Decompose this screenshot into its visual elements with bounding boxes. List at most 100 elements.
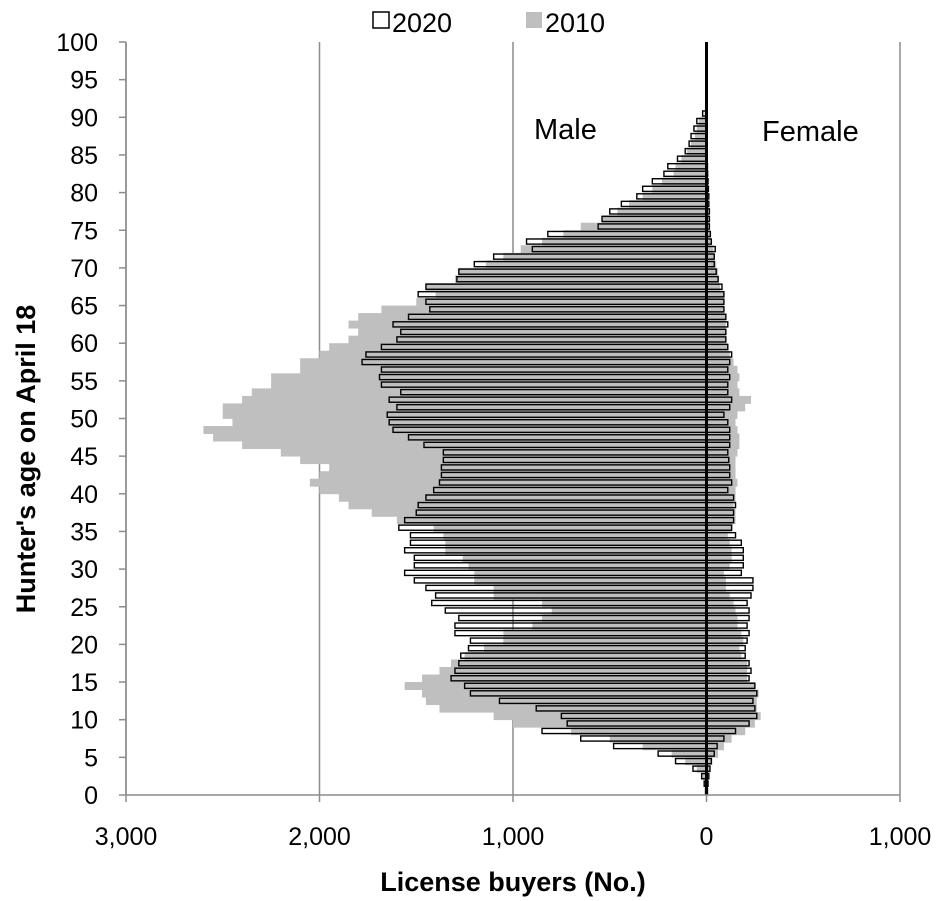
bar-2010-female-age-70 (706, 260, 717, 269)
bar-2010-male-age-45 (280, 448, 707, 457)
bar-2010-female-age-7 (706, 734, 732, 743)
bar-2010-male-age-36 (396, 516, 707, 525)
bar-2010-female-age-25 (706, 599, 734, 608)
bar-2010-female-age-49 (706, 418, 736, 427)
bar-2010-male-age-3 (696, 764, 707, 773)
series-2010-bars (203, 109, 761, 796)
bar-2010-male-age-19 (483, 644, 707, 653)
bar-2010-female-age-27 (706, 584, 726, 593)
bar-2010-female-age-36 (706, 516, 736, 525)
bar-2010-female-age-18 (706, 651, 742, 660)
bar-2010-male-age-40 (319, 486, 707, 495)
bar-2010-male-age-10 (493, 712, 707, 721)
bar-2010-female-age-4 (706, 757, 713, 766)
bar-2010-male-age-31 (462, 554, 707, 562)
bar-2010-female-age-31 (706, 554, 732, 562)
x-tick-label-0: 3,000 (95, 823, 158, 851)
bar-2010-female-age-24 (706, 606, 736, 615)
bar-2010-female-age-37 (706, 508, 736, 517)
bar-2010-female-age-45 (706, 448, 738, 457)
bar-2010-female-age-9 (706, 719, 755, 728)
bar-2010-male-age-78 (629, 200, 707, 209)
y-tick-label-1: 5 (84, 744, 98, 772)
bar-2010-female-age-66 (706, 290, 724, 299)
bar-2010-male-age-48 (203, 426, 707, 434)
bar-2010-male-age-55 (271, 373, 707, 382)
y-tick-label-15: 75 (70, 217, 98, 245)
bar-2010-female-age-5 (706, 749, 719, 758)
bar-2010-female-age-56 (706, 365, 738, 374)
bar-2010-male-age-63 (358, 313, 707, 322)
bar-2010-female-age-28 (706, 576, 726, 585)
bar-2010-male-age-85 (687, 147, 707, 156)
bar-2010-female-age-64 (706, 305, 724, 314)
bar-2010-female-age-6 (706, 742, 724, 751)
bar-2010-male-age-50 (222, 410, 707, 419)
bar-2010-female-age-51 (706, 403, 746, 412)
legend: 2020 2010 (372, 8, 605, 38)
bar-2010-male-age-32 (445, 546, 707, 555)
bar-2010-male-age-67 (425, 282, 707, 291)
bar-2010-male-age-18 (464, 651, 707, 660)
bar-2010-female-age-38 (706, 501, 734, 510)
bar-2010-male-age-15 (422, 674, 707, 683)
bar-2010-male-age-49 (232, 418, 707, 427)
bar-2010-female-age-14 (706, 682, 755, 690)
bar-2010-female-age-72 (706, 245, 714, 254)
bar-2010-male-age-66 (435, 290, 707, 299)
x-axis-title: License buyers (No.) (380, 867, 646, 897)
series-2020-bars (361, 110, 758, 795)
bar-2010-male-age-33 (445, 538, 707, 547)
bar-2010-male-age-65 (416, 298, 707, 306)
bar-2010-male-age-83 (675, 162, 707, 171)
bar-2010-female-age-48 (706, 426, 738, 434)
bar-2010-female-age-46 (706, 441, 740, 450)
bar-2010-male-age-59 (329, 343, 707, 352)
bar-2010-male-age-8 (571, 727, 707, 736)
bar-2010-female-age-29 (706, 569, 724, 578)
bar-2010-female-age-53 (706, 388, 740, 397)
bar-2010-male-age-44 (300, 456, 707, 465)
y-tick-label-18: 90 (70, 104, 98, 132)
bar-2010-male-age-82 (673, 170, 707, 178)
bar-2010-male-age-41 (309, 478, 707, 487)
bar-2010-female-age-33 (706, 538, 730, 547)
y-tick-label-13: 65 (70, 293, 98, 321)
bar-2010-male-age-27 (493, 584, 707, 593)
bar-2010-male-age-25 (542, 599, 707, 608)
bar-2010-male-age-86 (691, 139, 707, 148)
bar-2010-male-age-70 (485, 260, 707, 269)
legend-swatch-2020 (372, 11, 390, 29)
bar-2010-male-age-89 (698, 117, 707, 126)
y-tick-label-20: 100 (56, 29, 98, 57)
bar-2010-female-age-68 (706, 275, 720, 284)
bar-2010-female-age-42 (706, 471, 736, 480)
bar-2010-male-age-11 (439, 704, 707, 713)
bar-2010-female-age-55 (706, 373, 740, 382)
bar-2010-male-age-2 (702, 772, 707, 781)
bar-2010-female-age-50 (706, 410, 738, 419)
bar-2010-male-age-81 (661, 177, 707, 186)
bar-2010-male-age-37 (371, 508, 707, 517)
y-tick-label-0: 0 (84, 782, 98, 810)
bar-2010-male-age-42 (319, 471, 707, 480)
bar-2010-female-age-62 (706, 320, 726, 329)
bar-2010-male-age-84 (681, 154, 707, 163)
bar-2010-female-age-17 (706, 659, 748, 668)
bar-2010-male-age-68 (454, 275, 707, 284)
bar-2010-male-age-53 (251, 388, 707, 397)
annotation-female: Female (762, 116, 859, 148)
bar-2010-male-age-17 (451, 659, 707, 668)
y-tick-label-19: 95 (70, 67, 98, 95)
bar-2010-female-age-73 (706, 237, 712, 246)
bar-2010-female-age-43 (706, 463, 736, 472)
bar-2010-male-age-61 (358, 328, 707, 337)
bar-2010-male-age-26 (493, 591, 707, 600)
bar-2010-male-age-69 (458, 267, 707, 276)
bar-2010-female-age-21 (706, 629, 742, 638)
bar-2010-male-age-35 (433, 523, 707, 532)
bar-2010-male-age-62 (348, 320, 707, 329)
x-tick-label-3: 0 (700, 823, 714, 851)
bar-2010-male-age-71 (503, 252, 707, 261)
